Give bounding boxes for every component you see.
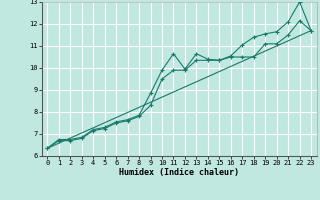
X-axis label: Humidex (Indice chaleur): Humidex (Indice chaleur) <box>119 168 239 177</box>
